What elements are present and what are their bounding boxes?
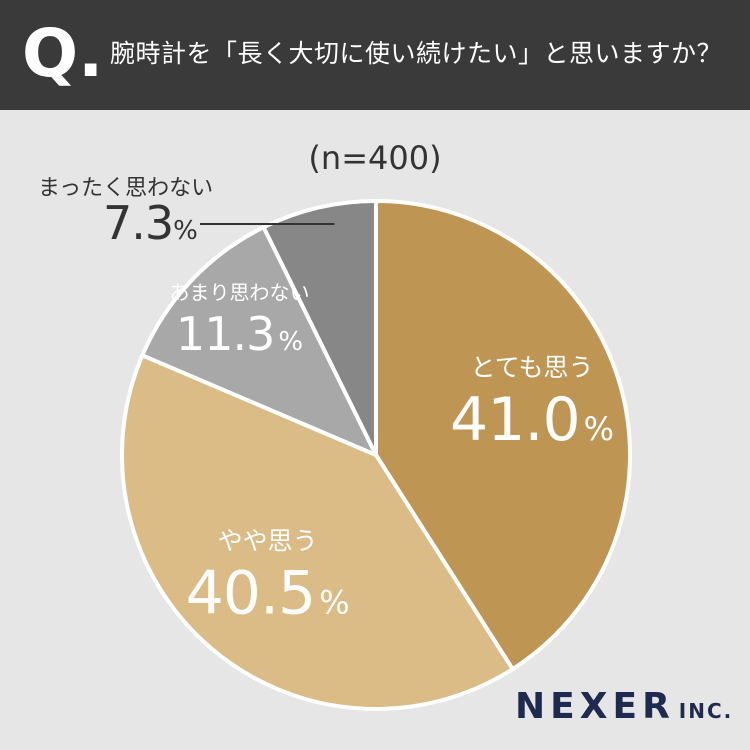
pie-slice-amari [140, 225, 378, 457]
slice-value-unit: % [278, 327, 303, 357]
slice-label-group-totemo: とても思う 41.0% [450, 353, 614, 455]
slice-value-number: 41.0 [450, 385, 580, 455]
slice-value-unit: % [584, 410, 614, 448]
brand-name: NEXER [515, 686, 675, 727]
slice-value-number: 7.3 [103, 196, 174, 250]
slice-label-group-amari: あまり思わない 11.3% [169, 280, 309, 361]
slice-label-yaya: やや思う [218, 526, 318, 555]
slice-value-number: 11.3 [176, 307, 274, 361]
slice-value-unit: % [173, 216, 198, 246]
slice-label-amari: あまり思わない [169, 280, 309, 304]
question-mark: Q. [22, 15, 104, 92]
pie-slice-yaya [120, 353, 515, 711]
question-header: Q. 腕時計を「長く大切に使い続けたい」と思いますか？ [0, 0, 750, 110]
brand-suffix: INC. [678, 699, 734, 723]
slice-label-totemo: とても思う [471, 353, 594, 382]
slice-value-number: 40.5 [186, 559, 316, 629]
question-title: 腕時計を「長く大切に使い続けたい」と思いますか？ [110, 39, 723, 68]
slice-value-yaya: 40.5% [186, 559, 350, 629]
pie-slice-mattaku [261, 199, 378, 457]
slice-value-amari: 11.3% [176, 307, 303, 361]
slice-label-mattaku: まったく思わない [38, 176, 214, 201]
slice-value-mattaku: 7.3% [103, 196, 198, 261]
brand-logo: NEXER INC. [515, 686, 733, 727]
slice-value-unit: % [319, 584, 349, 622]
sample-size: (n=400) [308, 139, 442, 177]
slice-value-totemo: 41.0% [450, 385, 614, 455]
slice-label-group-yaya: やや思う 40.5% [186, 526, 350, 628]
